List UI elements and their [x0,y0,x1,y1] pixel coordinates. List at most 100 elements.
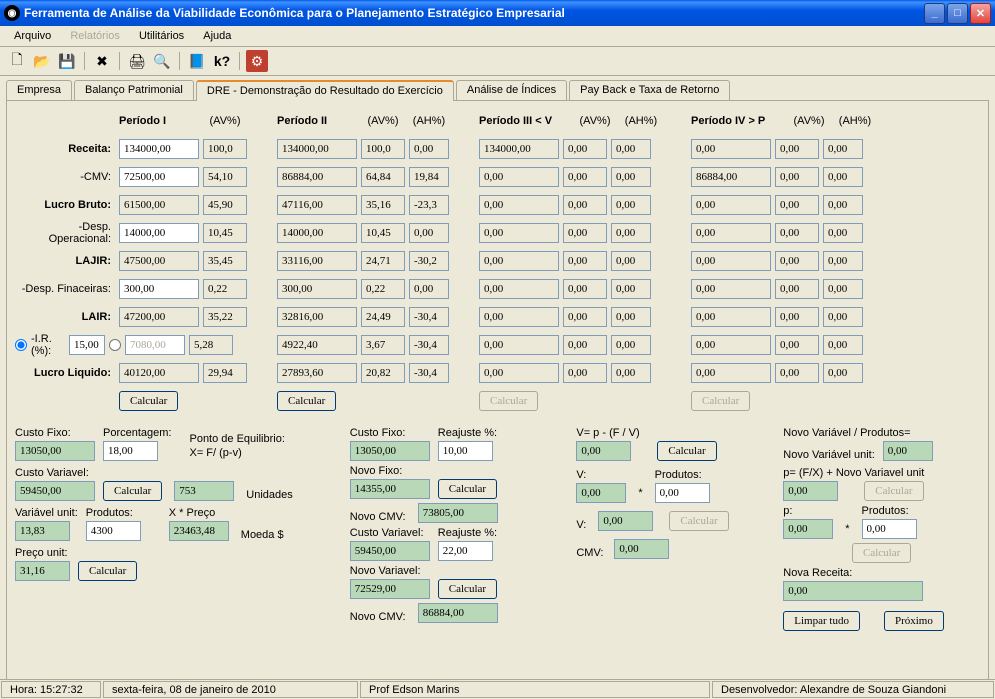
tabs: Empresa Balanço Patrimonial DRE - Demons… [0,76,995,100]
unidades-label: Unidades [242,489,296,501]
p2-despop-av [361,223,405,243]
b2-calcular-1[interactable]: Calcular [438,479,497,499]
p3-ir [479,335,559,355]
limpar-tudo-button[interactable]: Limpar tudo [783,611,860,631]
p2-receita [277,139,357,159]
formula-xpreco: X * Preço [169,507,288,519]
b3-v1 [576,441,631,461]
label-lajir: LAJIR: [15,255,115,267]
tab-empresa[interactable]: Empresa [6,80,72,100]
tab-payback[interactable]: Pay Back e Taxa de Retorno [569,80,730,100]
maximize-button[interactable]: □ [947,3,968,24]
b4-produtos-label: Produtos: [862,505,917,517]
b1-calcular-1[interactable]: Calcular [103,481,162,501]
b4-calcular-1: Calcular [864,481,923,501]
doc-icon[interactable]: 📘 [186,50,208,72]
p2-lucroliq-ah [409,363,449,383]
p4-despfin [691,279,771,299]
period-4-title: Período IV > P [691,115,783,127]
p1-lair [119,307,199,327]
delete-icon[interactable]: ✖ [91,50,113,72]
titlebar: ◉ Ferramenta de Análise da Viabilidade E… [0,0,995,26]
b4-novovarunit-label: Novo Variável unit: [783,449,875,461]
new-icon[interactable]: 🗋 [6,50,28,72]
b3-calcular-1[interactable]: Calcular [657,441,716,461]
b3-produtos[interactable] [655,483,710,503]
p3-despop-ah [611,223,651,243]
ah-header: (AH%) [409,115,449,127]
ah-header: (AH%) [835,115,875,127]
p4-calcular-button: Calcular [691,391,750,411]
b2-calcular-2[interactable]: Calcular [438,579,497,599]
p3-ir-ah [611,335,651,355]
av-header: (AV%) [361,115,405,127]
p1-despop[interactable] [119,223,199,243]
p3-lajir [479,251,559,271]
formula-x: X= F/ (p-v) [189,447,284,459]
p1-despfin[interactable] [119,279,199,299]
p4-despfin-av [775,279,819,299]
p2-lajir-ah [409,251,449,271]
p1-calcular-button[interactable]: Calcular [119,391,178,411]
p3-despop-av [563,223,607,243]
p4-lucroliq [691,363,771,383]
p4-lajir-ah [823,251,863,271]
bottom-col-1: Custo Fixo: Porcentagem: Ponto de Equili… [15,427,330,631]
p4-lucroliq-av [775,363,819,383]
tool-icon[interactable]: ⚙ [246,50,268,72]
preview-icon[interactable]: 🔍 [151,50,173,72]
minimize-button[interactable]: _ [924,3,945,24]
period-3-title: Período III < V [479,115,569,127]
b1-produtos[interactable] [86,521,141,541]
b4-p-label: p: [783,505,833,517]
b1-custofixo [15,441,95,461]
p1-receita[interactable] [119,139,199,159]
tab-analise[interactable]: Análise de Índices [456,80,567,100]
menu-ajuda[interactable]: Ajuda [195,28,239,44]
b2-reajuste1[interactable] [438,441,493,461]
b4-p2 [783,519,833,539]
p3-lucrobruto-av [563,195,607,215]
close-button[interactable]: ✕ [970,3,991,24]
p4-lair-av [775,307,819,327]
p3-cmv-ah [611,167,651,187]
menu-arquivo[interactable]: Arquivo [6,28,59,44]
moeda-label: Moeda $ [237,529,288,541]
p4-despop-ah [823,223,863,243]
p2-ir [277,335,357,355]
p4-cmv-av [775,167,819,187]
b1-calcular-2[interactable]: Calcular [78,561,137,581]
b4-produtos[interactable] [862,519,917,539]
tab-dre[interactable]: DRE - Demonstração do Resultado do Exerc… [196,80,454,100]
p2-calcular-button[interactable]: Calcular [277,391,336,411]
b3-v-label2: V: [576,519,590,531]
p3-lucroliq [479,363,559,383]
open-icon[interactable]: 📂 [31,50,53,72]
p4-lajir-av [775,251,819,271]
ir-radio-1[interactable] [15,339,27,351]
menu-utilitarios[interactable]: Utilitários [131,28,192,44]
p2-lucroliq [277,363,357,383]
ir-radio-2[interactable] [109,339,121,351]
p3-despfin [479,279,559,299]
p3-ir-av [563,335,607,355]
p1-ir-val[interactable] [125,335,185,355]
save-icon[interactable]: 💾 [56,50,78,72]
label-lucrobruto: Lucro Bruto: [15,199,115,211]
b1-porcentagem[interactable] [103,441,158,461]
p3-lucrobruto-ah [611,195,651,215]
p4-ir-av [775,335,819,355]
p1-ir-pct[interactable] [69,335,105,355]
p3-despop [479,223,559,243]
statusbar: Hora: 15:27:32 sexta-feira, 08 de janeir… [0,679,995,699]
b2-reajuste2[interactable] [438,541,493,561]
proximo-button[interactable]: Próximo [884,611,944,631]
status-hora: Hora: 15:27:32 [1,681,101,698]
status-dev: Desenvolvedor: Alexandre de Souza Giando… [712,681,994,698]
ah-header: (AH%) [621,115,661,127]
tab-balanco[interactable]: Balanço Patrimonial [74,80,194,100]
p1-cmv[interactable] [119,167,199,187]
help-icon[interactable]: k? [211,50,233,72]
porcentagem-label: Porcentagem: [103,427,171,439]
print-icon[interactable]: 🖨 [126,50,148,72]
